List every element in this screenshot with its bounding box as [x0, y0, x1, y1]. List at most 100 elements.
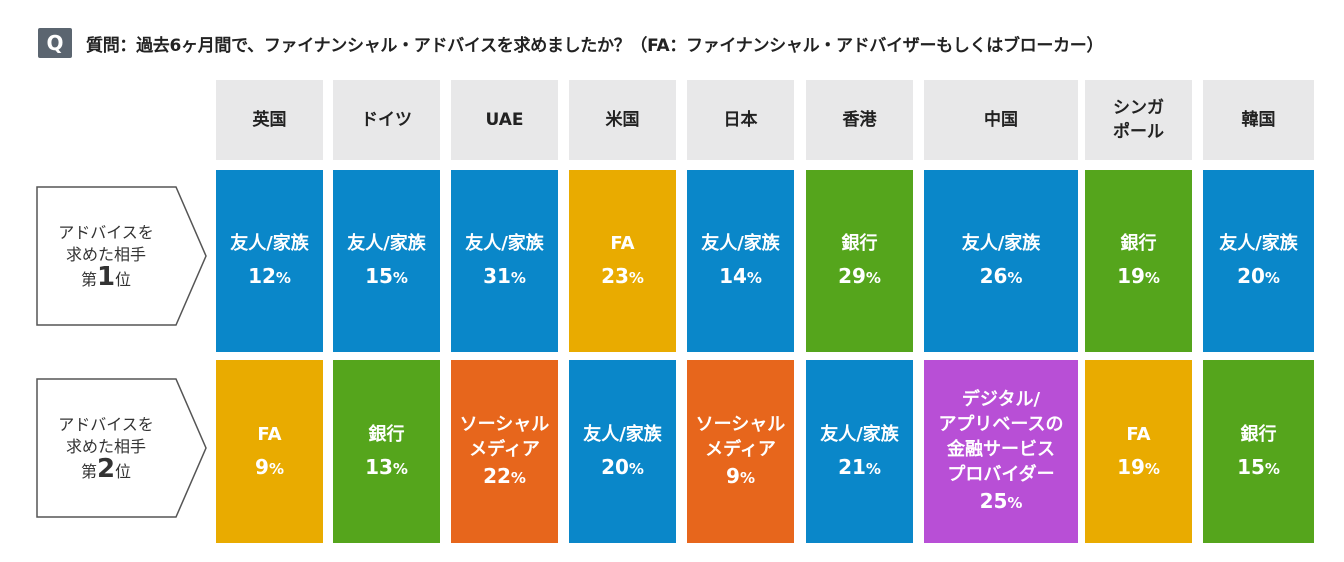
- cell-value: 31%: [483, 264, 526, 291]
- cell-label-line: 友人/家族: [961, 233, 1041, 254]
- cell-label-line: 友人/家族: [583, 423, 662, 445]
- cell-value: 14%: [719, 264, 762, 291]
- cell-label-line: FA: [610, 233, 635, 254]
- cell-value-unit: %: [739, 469, 755, 487]
- cell-value-number: 15: [1237, 454, 1265, 479]
- cell-value-number: 14: [719, 264, 747, 288]
- cell-value-number: 12: [248, 264, 276, 288]
- cell-value: 20%: [601, 455, 644, 482]
- cell-value-unit: %: [1264, 459, 1280, 478]
- rank-prefix: 第: [80, 461, 97, 481]
- cell-label-line: ソーシャル: [695, 414, 786, 435]
- cell-value-unit: %: [1264, 269, 1280, 287]
- cell-value: 15%: [365, 264, 408, 291]
- cell-value: 9%: [726, 464, 755, 491]
- rank-line3: 第2位: [80, 456, 131, 483]
- cell-value-number: 20: [1237, 264, 1265, 288]
- cell-label-line: FA: [257, 423, 282, 445]
- cell-value: 23%: [601, 264, 644, 291]
- cell-value: 22%: [483, 464, 526, 491]
- data-cell: 友人/家族 14%: [687, 170, 794, 352]
- data-cell: 友人/家族 12%: [216, 170, 323, 352]
- data-cell: 友人/家族 20%: [569, 360, 676, 543]
- cell-value: 19%: [1117, 264, 1160, 291]
- data-cell: 友人/家族 26%: [924, 170, 1078, 352]
- rank-suffix: 位: [115, 269, 132, 289]
- rank-line2: 求めた相手: [65, 436, 146, 456]
- rank-line1: アドバイスを: [58, 414, 154, 434]
- cell-value-number: 9: [255, 454, 269, 479]
- cell-label-line: 友人/家族: [1219, 233, 1298, 254]
- column-header: 英国: [216, 80, 323, 160]
- data-cell: 友人/家族 15%: [333, 170, 440, 352]
- cell-label-line: 友人/家族: [230, 233, 309, 254]
- cell-value-unit: %: [628, 459, 644, 478]
- data-cell: ソーシャルメディア 9%: [687, 360, 794, 543]
- cell-label-line: 銀行: [841, 233, 878, 254]
- arrow-shape: [36, 186, 207, 326]
- cell-value-unit: %: [268, 459, 284, 478]
- cell-value-number: 19: [1117, 454, 1145, 479]
- cell-label-line: アプリベースの: [938, 414, 1064, 435]
- cell-value: 15%: [1237, 455, 1280, 482]
- cell-value-number: 31: [483, 264, 511, 288]
- rank-line2: 求めた相手: [65, 244, 146, 264]
- cell-label-line: メディア: [705, 439, 776, 460]
- cell-label-line: 友人/家族: [465, 233, 544, 254]
- cell-value-number: 22: [483, 464, 511, 488]
- cell-label-line: プロバイダー: [947, 464, 1055, 485]
- cell-value-unit: %: [865, 269, 881, 287]
- data-cell: FA 9%: [216, 360, 323, 543]
- data-cell: FA 19%: [1085, 360, 1192, 543]
- cell-value-unit: %: [275, 269, 291, 287]
- data-cell: 友人/家族 31%: [451, 170, 558, 352]
- cell-value: 20%: [1237, 264, 1280, 291]
- rank-number: 2: [96, 453, 116, 484]
- rank-label-text: アドバイスを 求めた相手 第1位: [36, 186, 176, 326]
- data-cell: 銀行 13%: [333, 360, 440, 543]
- cell-value-number: 29: [838, 264, 866, 288]
- cell-value-unit: %: [1144, 269, 1160, 287]
- data-cell: 銀行 15%: [1203, 360, 1314, 543]
- cell-value-number: 23: [601, 264, 629, 288]
- arrow-shape: [36, 378, 207, 518]
- data-cell: 銀行 19%: [1085, 170, 1192, 352]
- column-header: シンガ ポール: [1085, 80, 1192, 160]
- data-cell: ソーシャル メディア 22%: [451, 360, 558, 543]
- cell-value: 21%: [838, 455, 881, 482]
- cell-value-number: 21: [838, 454, 866, 479]
- cell-value-unit: %: [1007, 494, 1023, 512]
- rank-line3: 第1位: [81, 264, 132, 291]
- cell-value-number: 19: [1117, 264, 1145, 288]
- column-header: ドイツ: [333, 80, 440, 160]
- cell-label-line: 銀行: [1240, 423, 1277, 445]
- cell-label-line: 友人/家族: [701, 233, 780, 254]
- rank-number: 1: [96, 261, 116, 292]
- cell-value-unit: %: [392, 269, 408, 287]
- rank-label-text: アドバイスを 求めた相手 第2位: [36, 378, 176, 518]
- cell-label-line: ソーシャル: [459, 414, 550, 435]
- column-header: UAE: [451, 80, 558, 160]
- cell-value-unit: %: [865, 459, 881, 478]
- cell-value: 13%: [365, 455, 408, 482]
- rank-line1: アドバイスを: [58, 222, 154, 242]
- cell-value-unit: %: [510, 269, 526, 287]
- column-header: 中国: [924, 80, 1078, 160]
- data-cell: FA 23%: [569, 170, 676, 352]
- cell-label-line: 銀行: [368, 423, 405, 445]
- cell-value-unit: %: [1007, 269, 1023, 287]
- cell-value-number: 26: [979, 264, 1008, 288]
- cell-label-line: デジタル/: [961, 389, 1041, 410]
- column-header: 韓国: [1203, 80, 1314, 160]
- column-header: 米国: [569, 80, 676, 160]
- cell-value-number: 15: [365, 264, 393, 288]
- data-cell: 銀行 29%: [806, 170, 913, 352]
- data-cell: デジタル/アプリベースの 金融サービス プロバイダー 25%: [924, 360, 1078, 543]
- cell-value-number: 25: [979, 489, 1008, 513]
- rank-label-1: アドバイスを 求めた相手 第1位: [36, 186, 208, 326]
- cell-value-unit: %: [1144, 459, 1160, 478]
- cell-value-number: 20: [601, 454, 629, 479]
- question-text: 質問：過去6ヶ月間で、ファイナンシャル・アドバイスを求めましたか？（FA：ファイ…: [86, 35, 1104, 56]
- cell-label-line: FA: [1126, 423, 1151, 445]
- cell-value-number: 9: [726, 464, 740, 488]
